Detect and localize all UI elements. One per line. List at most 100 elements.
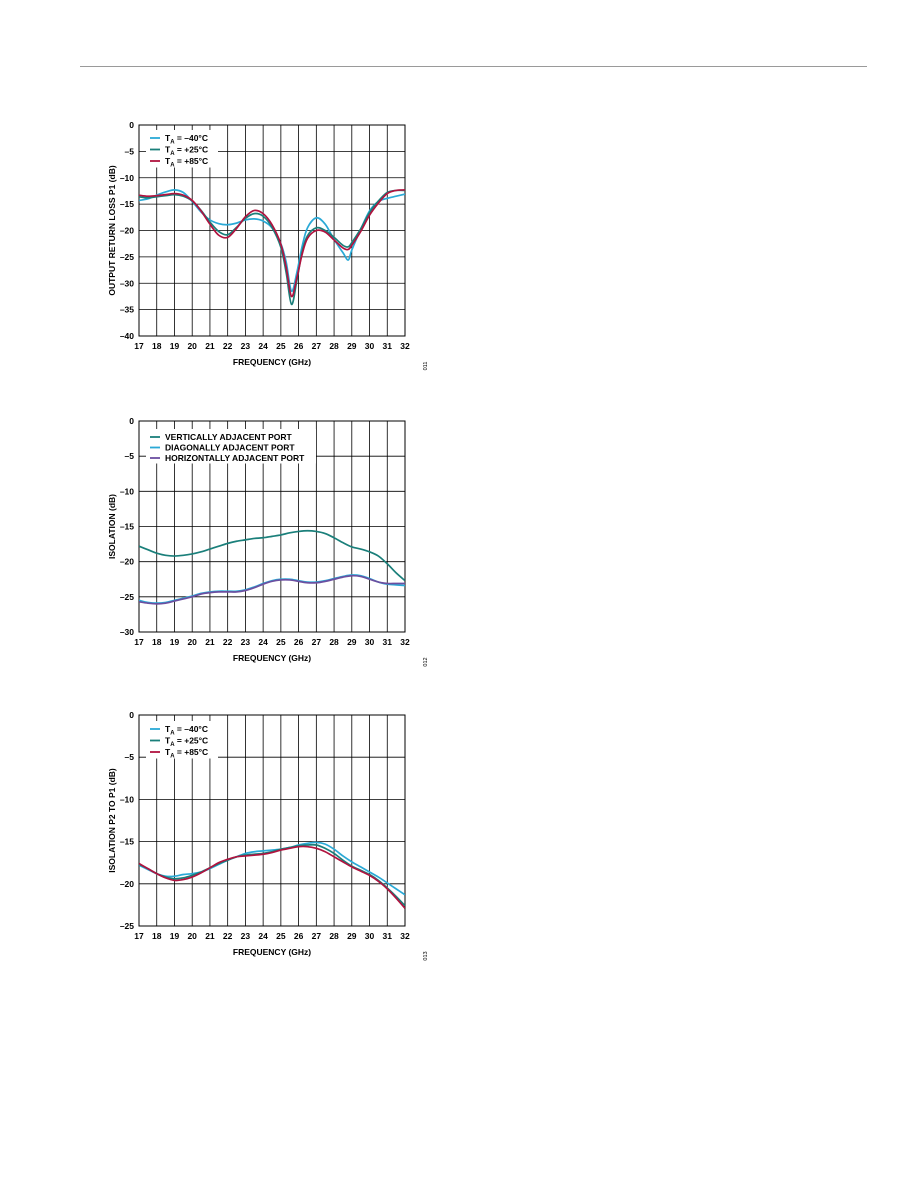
legend: TA = –40°CTA = +25°CTA = +85°C bbox=[146, 721, 218, 760]
x-tick-label: 26 bbox=[294, 637, 304, 647]
legend-label: DIAGONALLY ADJACENT PORT bbox=[165, 443, 295, 453]
legend-label: HORIZONTALLY ADJACENT PORT bbox=[165, 453, 305, 463]
legend-label: TA = –40°C bbox=[165, 724, 208, 737]
x-tick-label: 19 bbox=[170, 931, 180, 941]
y-tick-label: –10 bbox=[120, 794, 134, 804]
y-tick-label: –15 bbox=[120, 199, 134, 209]
x-tick-label: 29 bbox=[347, 931, 357, 941]
legend-label: TA = +85°C bbox=[165, 747, 208, 760]
y-tick-label: –25 bbox=[120, 921, 134, 931]
y-axis-title: ISOLATION P2 TO P1 (dB) bbox=[107, 768, 117, 873]
y-tick-label: –5 bbox=[125, 451, 135, 461]
y-tick-label: 0 bbox=[129, 120, 134, 130]
plot-frame bbox=[138, 714, 406, 927]
series-group bbox=[139, 529, 405, 605]
y-axis-title: ISOLATION (dB) bbox=[107, 494, 117, 559]
x-tick-label: 21 bbox=[205, 931, 215, 941]
x-tick-label: 25 bbox=[276, 341, 286, 351]
x-tick-label: 17 bbox=[134, 931, 144, 941]
y-tick-label: 0 bbox=[129, 416, 134, 426]
series-line-3 bbox=[139, 574, 405, 605]
x-tick-label: 23 bbox=[241, 637, 251, 647]
x-tick-label: 27 bbox=[312, 637, 322, 647]
x-tick-label: 32 bbox=[400, 637, 410, 647]
x-tick-label: 20 bbox=[187, 341, 197, 351]
x-tick-label: 29 bbox=[347, 341, 357, 351]
y-tick-label: –30 bbox=[120, 627, 134, 637]
y-tick-label: –20 bbox=[120, 226, 134, 236]
legend-label: TA = +85°C bbox=[165, 156, 208, 169]
series-line-1 bbox=[139, 841, 405, 896]
x-axis-title: FREQUENCY (GHz) bbox=[233, 357, 311, 367]
x-tick-label: 26 bbox=[294, 341, 304, 351]
x-tick-label: 28 bbox=[329, 341, 339, 351]
y-tick-label: –15 bbox=[120, 837, 134, 847]
x-tick-label: 22 bbox=[223, 931, 233, 941]
series-line-3 bbox=[139, 189, 405, 298]
legend-label: TA = –40°C bbox=[165, 133, 208, 146]
x-tick-label: 20 bbox=[187, 931, 197, 941]
x-tick-label: 19 bbox=[170, 341, 180, 351]
x-tick-label: 17 bbox=[134, 341, 144, 351]
x-tick-label: 22 bbox=[223, 637, 233, 647]
y-tick-label: 0 bbox=[129, 710, 134, 720]
legend-label: TA = +25°C bbox=[165, 736, 208, 749]
x-tick-label: 27 bbox=[312, 931, 322, 941]
figure-code: 013 bbox=[423, 951, 429, 960]
plot-frame bbox=[138, 124, 406, 337]
x-tick-label: 30 bbox=[365, 637, 375, 647]
figure-code: 012 bbox=[423, 657, 429, 666]
y-tick-label: –30 bbox=[120, 278, 134, 288]
x-tick-label: 30 bbox=[365, 341, 375, 351]
header-rule bbox=[80, 66, 867, 67]
series-line-1 bbox=[139, 529, 405, 582]
series-group bbox=[139, 841, 405, 909]
x-tick-label: 30 bbox=[365, 931, 375, 941]
y-tick-label: –25 bbox=[120, 592, 134, 602]
x-tick-label: 28 bbox=[329, 637, 339, 647]
plot-frame bbox=[138, 420, 406, 633]
x-tick-label: 18 bbox=[152, 931, 162, 941]
legend: TA = –40°CTA = +25°CTA = +85°C bbox=[146, 130, 218, 169]
x-tick-label: 25 bbox=[276, 931, 286, 941]
y-tick-label: –20 bbox=[120, 557, 134, 567]
y-tick-label: –5 bbox=[125, 752, 135, 762]
legend-label: VERTICALLY ADJACENT PORT bbox=[165, 432, 293, 442]
x-tick-label: 31 bbox=[383, 637, 393, 647]
x-axis-title: FREQUENCY (GHz) bbox=[233, 947, 311, 957]
legend-background bbox=[146, 429, 316, 464]
figure-code: 011 bbox=[423, 362, 429, 371]
x-tick-label: 23 bbox=[241, 931, 251, 941]
x-tick-label: 17 bbox=[134, 637, 144, 647]
x-tick-label: 20 bbox=[187, 637, 197, 647]
x-tick-label: 32 bbox=[400, 341, 410, 351]
y-tick-label: –5 bbox=[125, 146, 135, 156]
x-tick-label: 28 bbox=[329, 931, 339, 941]
x-tick-label: 22 bbox=[223, 341, 233, 351]
x-tick-label: 24 bbox=[258, 931, 268, 941]
series-group bbox=[139, 189, 405, 306]
x-tick-label: 29 bbox=[347, 637, 357, 647]
x-tick-label: 27 bbox=[312, 341, 322, 351]
legend-label: TA = +25°C bbox=[165, 145, 208, 158]
x-tick-label: 25 bbox=[276, 637, 286, 647]
x-tick-label: 32 bbox=[400, 931, 410, 941]
x-tick-label: 21 bbox=[205, 341, 215, 351]
y-tick-label: –25 bbox=[120, 252, 134, 262]
x-tick-label: 24 bbox=[258, 341, 268, 351]
x-tick-label: 24 bbox=[258, 637, 268, 647]
y-tick-label: –10 bbox=[120, 173, 134, 183]
x-tick-label: 18 bbox=[152, 637, 162, 647]
y-tick-label: –15 bbox=[120, 522, 134, 532]
y-tick-label: –40 bbox=[120, 331, 134, 341]
y-tick-label: –35 bbox=[120, 305, 134, 315]
x-tick-label: 26 bbox=[294, 931, 304, 941]
series-line-3 bbox=[139, 845, 405, 909]
